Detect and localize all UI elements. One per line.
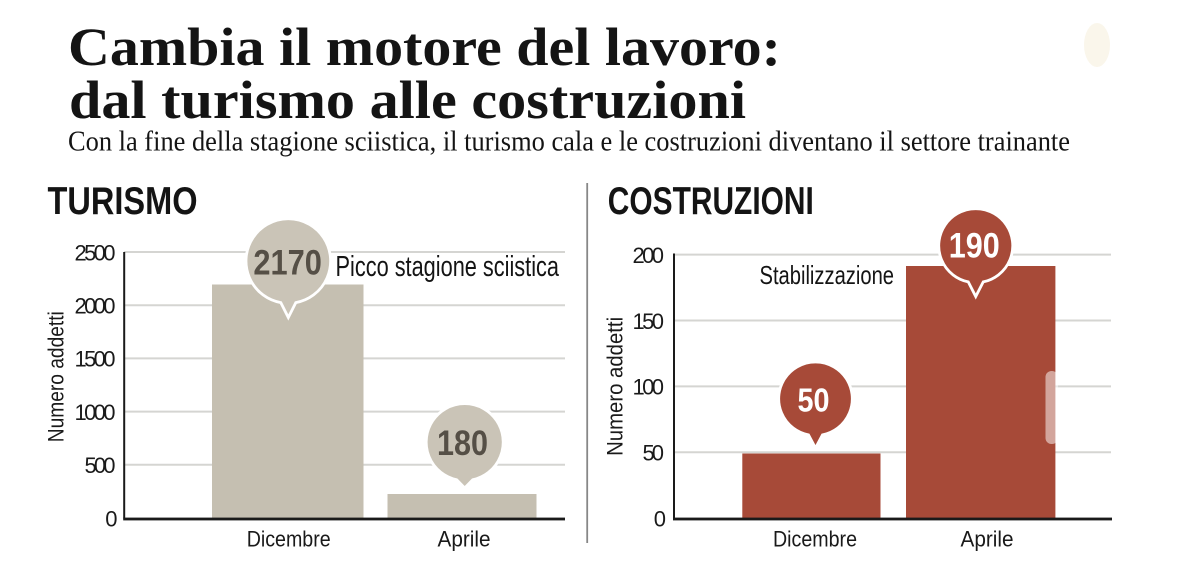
- svg-text:Picco stagione sciistica: Picco stagione sciistica: [336, 251, 560, 283]
- svg-text:2500: 2500: [75, 240, 116, 265]
- svg-text:Numero addetti: Numero addetti: [602, 317, 627, 456]
- svg-text:150: 150: [633, 309, 665, 334]
- svg-text:Numero addetti: Numero addetti: [43, 311, 68, 442]
- svg-text:2170: 2170: [253, 243, 322, 283]
- svg-text:TURISMO: TURISMO: [48, 180, 198, 223]
- svg-text:190: 190: [949, 227, 1000, 266]
- svg-text:COSTRUZIONI: COSTRUZIONI: [608, 180, 814, 223]
- svg-text:1000: 1000: [75, 400, 116, 425]
- svg-text:50: 50: [643, 441, 665, 466]
- svg-text:Aprile: Aprile: [961, 527, 1014, 552]
- svg-text:Cambia il motore del lavoro:: Cambia il motore del lavoro:: [68, 17, 781, 77]
- svg-text:1500: 1500: [75, 347, 116, 372]
- svg-text:Dicembre: Dicembre: [773, 527, 857, 552]
- svg-text:dal turismo alle costruzioni: dal turismo alle costruzioni: [69, 70, 746, 130]
- svg-text:Aprile: Aprile: [438, 527, 491, 552]
- svg-text:100: 100: [633, 375, 665, 400]
- svg-text:Con la fine della stagione sci: Con la fine della stagione sciistica, il…: [68, 126, 1070, 158]
- svg-text:Dicembre: Dicembre: [247, 527, 331, 552]
- svg-text:180: 180: [437, 424, 488, 463]
- svg-text:500: 500: [85, 453, 116, 478]
- svg-text:200: 200: [633, 243, 665, 268]
- svg-text:2000: 2000: [75, 294, 116, 319]
- svg-text:50: 50: [798, 383, 830, 420]
- svg-text:0: 0: [105, 506, 117, 531]
- svg-text:Stabilizzazione: Stabilizzazione: [760, 260, 895, 290]
- svg-text:0: 0: [654, 506, 666, 531]
